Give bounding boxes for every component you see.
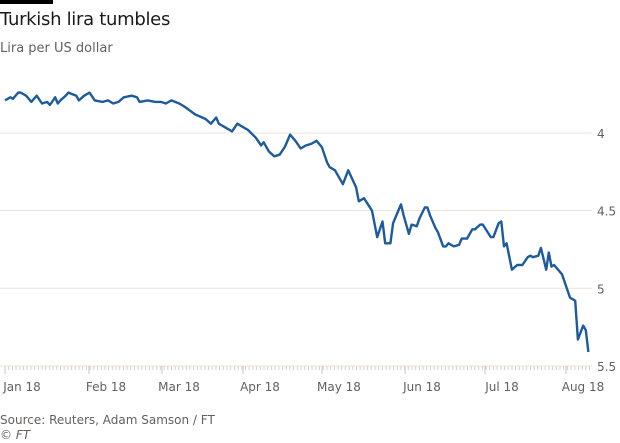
source-note: Source: Reuters, Adam Samson / FT <box>0 413 215 427</box>
x-tick-label: May 18 <box>317 380 361 394</box>
copyright: © FT <box>0 428 31 442</box>
x-tick-label: Mar 18 <box>158 380 200 394</box>
ft-brand-bar <box>0 0 53 4</box>
x-tick-label: Jan 18 <box>2 380 41 394</box>
chart-subtitle: Lira per US dollar <box>0 41 113 56</box>
x-tick-label: Jul 18 <box>484 380 519 394</box>
usd-try-series-line <box>4 91 590 353</box>
chart-title: Turkish lira tumbles <box>0 9 171 30</box>
y-tick-label: 4 <box>597 127 605 141</box>
y-tick-label: 5.5 <box>597 360 616 374</box>
x-tick-label: Feb 18 <box>86 380 126 394</box>
x-tick-label: Aug 18 <box>562 380 605 394</box>
y-tick-label: 5 <box>597 282 605 296</box>
x-tick-label: Jun 18 <box>402 380 441 394</box>
x-tick-label: Apr 18 <box>240 380 280 394</box>
y-tick-label: 4.5 <box>597 205 616 219</box>
